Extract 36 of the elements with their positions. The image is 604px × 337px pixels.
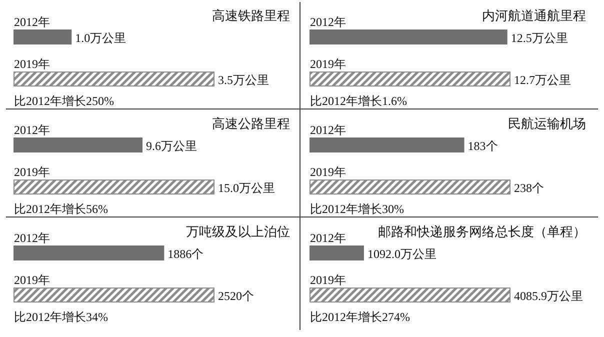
y-tick-label: 2019年 <box>14 273 50 287</box>
data-label: 3.5万公里 <box>218 73 269 87</box>
text: 高速铁路里程 <box>212 8 290 23</box>
text: 比2012年增长274% <box>310 310 410 324</box>
data-label: 9.6万公里 <box>146 139 197 153</box>
text: 高速公路里程 <box>212 116 290 131</box>
y-tick-label: 2019年 <box>14 57 50 71</box>
data-label: 15.0万公里 <box>218 181 275 195</box>
data-label: 12.7万公里 <box>514 73 571 87</box>
data-label: 183个 <box>468 139 498 153</box>
text: 万吨级及以上泊位 <box>186 224 290 239</box>
y-tick-label: 2012年 <box>310 15 346 29</box>
text: 比2012年增长56% <box>14 202 108 216</box>
text: 内河航道通航里程 <box>482 8 586 23</box>
data-label: 4085.9万公里 <box>514 289 583 303</box>
data-label: 1.0万公里 <box>75 31 126 45</box>
text: 比2012年增长34% <box>14 310 108 324</box>
data-label: 12.5万公里 <box>510 31 568 45</box>
y-tick-label: 2012年 <box>14 15 50 29</box>
y-tick-label: 2012年 <box>310 123 346 137</box>
y-tick-label: 2019年 <box>310 165 346 179</box>
text: 比2012年增长1.6% <box>310 94 407 108</box>
y-tick-label: 2019年 <box>310 57 346 71</box>
data-label: 1092.0万公里 <box>367 247 436 261</box>
y-tick-label: 2012年 <box>14 123 50 137</box>
text: 邮路和快递服务网络总长度（单程） <box>378 224 586 239</box>
data-label: 1886个 <box>168 247 204 261</box>
y-tick-label: 2012年 <box>14 231 50 245</box>
data-label: 238个 <box>514 181 544 195</box>
text: 民航运输机场 <box>508 116 586 131</box>
text: 比2012年增长250% <box>14 94 114 108</box>
y-tick-label: 2019年 <box>310 273 346 287</box>
y-tick-label: 2019年 <box>14 165 50 179</box>
text: 比2012年增长30% <box>310 202 404 216</box>
y-tick-label: 2012年 <box>310 231 346 245</box>
data-label: 2520个 <box>218 289 254 303</box>
